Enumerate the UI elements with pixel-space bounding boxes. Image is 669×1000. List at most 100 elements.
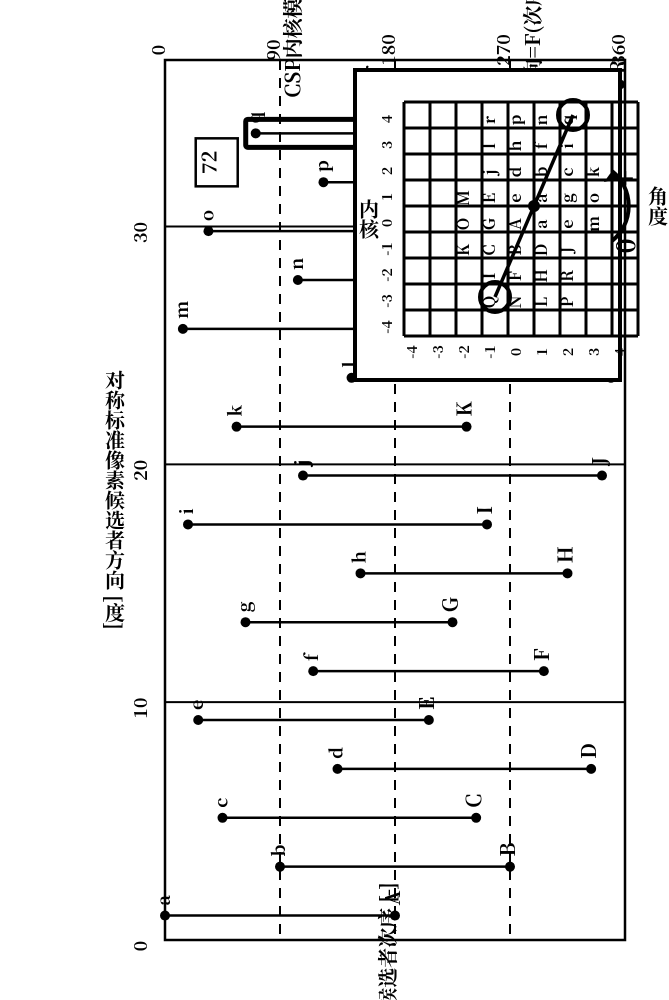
point-upper [424, 715, 434, 725]
point-upper [563, 568, 573, 578]
kernel-cell: a [529, 219, 552, 229]
kernel-cell: I [477, 272, 500, 279]
kernel-circle-q [558, 100, 588, 130]
point-label-lower: g [231, 601, 257, 612]
inset-label: 内核 [355, 199, 384, 240]
point-label-lower: f [298, 652, 324, 661]
xtick-label: 0 [145, 45, 171, 56]
kernel-cell: e [555, 219, 578, 228]
kernel-cell: D [529, 244, 552, 257]
kernel-xtick: -2 [454, 345, 474, 358]
point-label-lower: n [283, 258, 309, 270]
point-label-lower: c [208, 798, 234, 808]
point-lower [241, 617, 251, 627]
point-upper [505, 862, 515, 872]
kernel-cell: g [555, 193, 578, 203]
kernel-cell: n [529, 114, 552, 125]
angle-zero: 0 [606, 238, 643, 253]
xtick-label: 270 [490, 34, 516, 66]
point-upper [597, 471, 607, 481]
ytick-label: 20 [127, 460, 153, 481]
kernel-xtick: -4 [402, 345, 422, 358]
kernel-xtick: 3 [584, 348, 604, 356]
point-lower [333, 764, 343, 774]
kernel-cell: j [477, 169, 500, 176]
kernel-xtick: -1 [480, 345, 500, 358]
ytick-label: 0 [127, 941, 153, 952]
kernel-ytick: -3 [377, 294, 397, 307]
point-label-lower: i [173, 508, 199, 514]
kernel-xtick: 1 [532, 348, 552, 356]
point-lower [203, 226, 213, 236]
point-label-upper: H [550, 546, 579, 563]
kernel-cell: A [503, 218, 526, 230]
kernel-ytick: -4 [377, 320, 397, 333]
angle-plus: + [606, 170, 643, 186]
kernel-circle-Q [480, 282, 510, 312]
point-lower [160, 911, 170, 921]
point-upper [586, 764, 596, 774]
point-label-lower: d [323, 747, 349, 759]
kernel-cell: J [555, 246, 578, 254]
kernel-xtick: 4 [610, 348, 630, 356]
point-lower [193, 715, 203, 725]
figure: 0901802703600102030CSP内核模型方向=F(次序)对称标准像素… [0, 0, 669, 1000]
point-label-upper: G [435, 597, 464, 612]
point-label-upper: A [377, 891, 406, 906]
kernel-cell: K [451, 243, 474, 256]
kernel-ytick: 4 [377, 115, 397, 123]
point-lower [298, 471, 308, 481]
kernel-cell: h [503, 141, 526, 152]
point-upper [539, 666, 549, 676]
point-label-upper: I [469, 506, 498, 515]
point-upper [471, 813, 481, 823]
angle-label: 角度 [644, 186, 669, 226]
ytick-label: 10 [127, 698, 153, 719]
point-lower [218, 813, 228, 823]
point-lower [275, 862, 285, 872]
kernel-cell: m [581, 216, 604, 232]
ylabel: 对称标准像素候选者方向 [度] [101, 370, 130, 630]
point-upper [482, 519, 492, 529]
callout-lo: 72 [194, 151, 223, 175]
kernel-cell: e [503, 193, 526, 202]
point-label-upper: B [492, 842, 521, 856]
point-label-upper: D [573, 743, 602, 759]
kernel-cell: C [477, 244, 500, 255]
point-upper [448, 617, 458, 627]
point-label-lower: a [150, 895, 176, 906]
kernel-cell: d [503, 166, 526, 177]
kernel-cell: H [529, 269, 552, 283]
point-lower [232, 422, 242, 432]
kernel-cell: L [529, 297, 552, 307]
point-label-upper: K [449, 401, 478, 417]
kernel-cell: r [477, 116, 500, 124]
point-lower [356, 568, 366, 578]
point-label-lower: e [183, 700, 209, 710]
kernel-centre [528, 200, 540, 212]
point-label-lower: m [168, 301, 194, 319]
kernel-cell: R [555, 270, 578, 282]
point-label-lower: b [265, 845, 291, 857]
point-lower [183, 519, 193, 529]
point-label-upper: F [526, 648, 555, 661]
point-upper [390, 911, 400, 921]
kernel-cell: c [555, 167, 578, 176]
kernel-ytick: 2 [377, 167, 397, 175]
point-label-lower: k [222, 405, 248, 417]
kernel-xtick: 2 [558, 348, 578, 356]
kernel-xtick: -3 [428, 345, 448, 358]
point-label-upper: J [584, 457, 613, 467]
point-lower [251, 128, 261, 138]
kernel-cell: G [477, 218, 500, 230]
point-upper [462, 422, 472, 432]
xtick-label: 180 [375, 34, 401, 66]
kernel-cell: o [581, 193, 604, 203]
kernel-cell: E [477, 193, 500, 204]
point-lower [178, 324, 188, 334]
point-lower [318, 177, 328, 187]
kernel-cell: M [451, 190, 474, 206]
kernel-cell: P [555, 296, 578, 307]
point-label-lower: o [193, 210, 219, 221]
kernel-ytick: 3 [377, 141, 397, 149]
